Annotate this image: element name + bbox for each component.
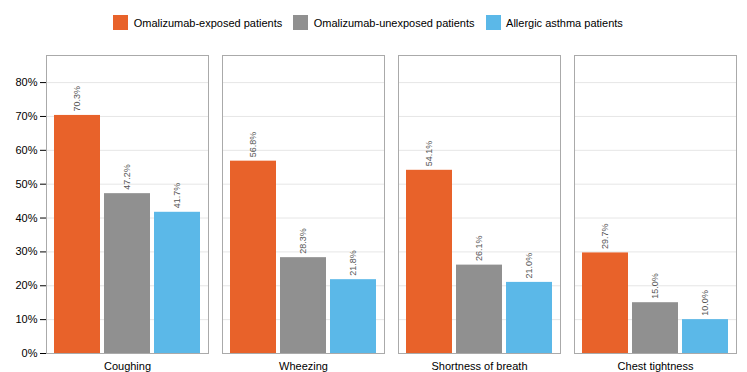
svg-text:26.1%: 26.1% bbox=[474, 235, 484, 261]
svg-text:15.0%: 15.0% bbox=[650, 273, 660, 299]
svg-text:Coughing: Coughing bbox=[104, 360, 151, 372]
html-text:Allergic asthma patients: Allergic asthma patients bbox=[506, 16, 623, 29]
svg-text:70%: 70% bbox=[15, 109, 37, 121]
svg-text:10%: 10% bbox=[15, 313, 37, 325]
svg-text:54.1%: 54.1% bbox=[424, 140, 434, 166]
svg-text:80%: 80% bbox=[15, 76, 37, 88]
html-text:Omalizumab-unexposed patients: Omalizumab-unexposed patients bbox=[313, 16, 475, 29]
svg-text:28.3%: 28.3% bbox=[298, 228, 308, 254]
svg-text:60%: 60% bbox=[15, 143, 37, 155]
svg-text:30%: 30% bbox=[15, 245, 37, 257]
svg-text:21.8%: 21.8% bbox=[348, 250, 358, 276]
svg-text:Wheezing: Wheezing bbox=[279, 360, 328, 372]
html-text:Omalizumab-exposed patients: Omalizumab-exposed patients bbox=[133, 16, 283, 29]
svg-text:20%: 20% bbox=[15, 279, 37, 291]
svg-text:47.2%: 47.2% bbox=[122, 164, 132, 190]
svg-text:Shortness of breath: Shortness of breath bbox=[431, 360, 527, 372]
svg-text:40%: 40% bbox=[15, 211, 37, 223]
svg-text:56.8%: 56.8% bbox=[248, 131, 258, 157]
svg-text:50%: 50% bbox=[15, 177, 37, 189]
svg-text:10.0%: 10.0% bbox=[700, 290, 710, 316]
svg-text:Chest tightness: Chest tightness bbox=[618, 360, 694, 372]
svg-text:29.7%: 29.7% bbox=[600, 223, 610, 249]
svg-text:0%: 0% bbox=[22, 347, 38, 359]
svg-text:41.7%: 41.7% bbox=[172, 182, 182, 208]
svg-text:21.0%: 21.0% bbox=[524, 252, 534, 278]
svg-text:70.3%: 70.3% bbox=[72, 85, 82, 111]
